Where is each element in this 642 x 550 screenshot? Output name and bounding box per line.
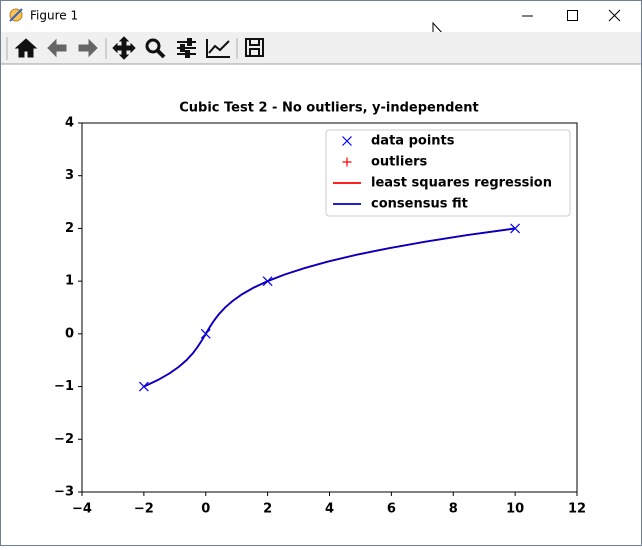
maximize-button[interactable] [567, 10, 578, 21]
x-tick-label: 0 [201, 502, 210, 517]
forward-button[interactable] [78, 38, 98, 58]
x-tick-label: 2 [263, 502, 272, 517]
x-tick-label: 4 [325, 502, 334, 517]
y-tick-label: 3 [65, 168, 74, 183]
pan-button[interactable] [112, 36, 136, 60]
axes-frame [81, 122, 578, 493]
x-tick-label: 10 [506, 502, 524, 517]
y-tick-label: 4 [65, 116, 74, 131]
y-tick-label: −3 [54, 485, 74, 500]
configure-button[interactable] [177, 38, 196, 58]
x-tick-label: 8 [449, 502, 458, 517]
x-tick-label: −4 [72, 502, 92, 517]
app-icon [9, 8, 23, 22]
fit-line [143, 227, 516, 388]
legend [325, 129, 571, 217]
save-button[interactable] [245, 38, 264, 57]
zoom-button[interactable] [145, 38, 166, 59]
legend-marker [342, 157, 352, 167]
edit-axis-button[interactable] [206, 39, 230, 58]
toolbar [1, 32, 641, 64]
legend-marker [342, 136, 352, 146]
data-marker [138, 381, 149, 392]
legend-label: data points [371, 134, 455, 149]
x-tick-label: 6 [387, 502, 396, 517]
close-button[interactable] [608, 9, 621, 22]
y-tick-label: −1 [54, 379, 74, 394]
legend-label: consensus fit [371, 197, 468, 212]
home-button[interactable] [14, 38, 38, 58]
y-tick-label: 2 [65, 221, 74, 236]
chart-title: Cubic Test 2 - No outliers, y-independen… [179, 101, 478, 116]
y-tick-label: 0 [65, 326, 74, 341]
legend-label: outliers [371, 155, 428, 170]
y-tick-label: −2 [54, 432, 74, 447]
back-button[interactable] [47, 38, 67, 58]
legend-label: least squares regression [371, 176, 552, 191]
x-tick-label: −2 [134, 502, 154, 517]
x-tick-label: 12 [568, 502, 586, 517]
window-title: Figure 1 [30, 9, 78, 23]
y-tick-label: 1 [65, 274, 74, 289]
